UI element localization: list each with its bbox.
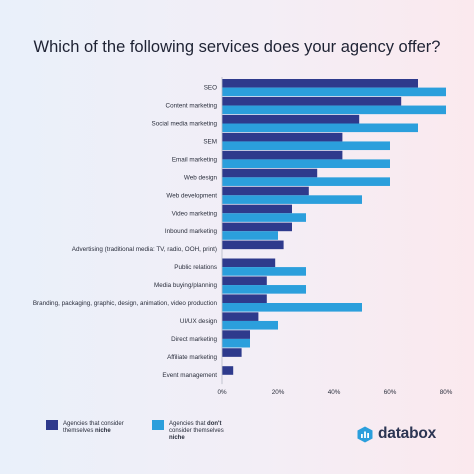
bar-not-niche-direct-marketing bbox=[222, 338, 250, 348]
category-label-direct-marketing: Direct marketing bbox=[171, 336, 217, 343]
bar-not-niche-email-marketing bbox=[222, 159, 390, 168]
bar-not-niche-web-development bbox=[222, 195, 362, 204]
bar-niche-public-relations bbox=[222, 258, 276, 268]
bar-niche-seo bbox=[222, 79, 418, 88]
bar-niche-advertising-traditional-media-tv-radio-ooh-print bbox=[222, 240, 284, 250]
category-label-email-marketing: Email marketing bbox=[172, 156, 218, 163]
bar-niche-web-development bbox=[222, 186, 309, 196]
databox-logo: databox bbox=[357, 425, 436, 443]
legend-item-not-niche: Agencies that don't consider themselves … bbox=[152, 420, 241, 442]
bar-niche-event-management bbox=[222, 366, 234, 375]
bar-niche-sem bbox=[222, 132, 343, 142]
bar-niche-email-marketing bbox=[222, 150, 343, 160]
bar-niche-media-buying-planning bbox=[222, 276, 267, 286]
bar-not-niche-inbound-marketing bbox=[222, 231, 278, 240]
x-tick-label: 20% bbox=[272, 389, 285, 396]
legend-swatch-niche bbox=[46, 420, 58, 430]
bar-not-niche-seo bbox=[222, 87, 446, 97]
bar-niche-ui-ux-design bbox=[222, 312, 259, 321]
bar-niche-affiliate-marketing bbox=[222, 348, 242, 357]
legend-label-not-niche: Agencies that don't consider themselves … bbox=[169, 421, 224, 441]
bar-niche-direct-marketing bbox=[222, 330, 250, 339]
category-label-public-relations: Public relations bbox=[174, 264, 217, 271]
category-label-inbound-marketing: Inbound marketing bbox=[165, 228, 218, 235]
bar-niche-video-marketing bbox=[222, 204, 292, 214]
category-label-advertising-traditional-media-tv-radio-ooh-print: Advertising (traditional media: TV, radi… bbox=[72, 246, 217, 253]
category-label-ui-ux-design: UI/UX design bbox=[180, 318, 218, 325]
category-label-web-development: Web development bbox=[166, 192, 217, 199]
category-label-video-marketing: Video marketing bbox=[172, 210, 218, 217]
bar-not-niche-ui-ux-design bbox=[222, 320, 278, 330]
category-label-media-buying-planning: Media buying/planning bbox=[154, 282, 218, 289]
bar-niche-content-marketing bbox=[222, 96, 402, 106]
bar-not-niche-sem bbox=[222, 141, 390, 151]
category-label-social-media-marketing: Social media marketing bbox=[152, 121, 218, 128]
bar-not-niche-video-marketing bbox=[222, 213, 306, 222]
category-label-affiliate-marketing: Affiliate marketing bbox=[167, 354, 217, 361]
bar-not-niche-media-buying-planning bbox=[222, 285, 306, 294]
category-label-branding-packaging-graphic-design-animation-video-production: Branding, packaging, graphic, design, an… bbox=[33, 300, 218, 307]
bar-not-niche-social-media-marketing bbox=[222, 123, 418, 133]
bar-not-niche-public-relations bbox=[222, 267, 306, 276]
bar-not-niche-branding-packaging-graphic-design-animation-video-production bbox=[222, 303, 362, 312]
bar-niche-inbound-marketing bbox=[222, 222, 292, 232]
legend-swatch-not-niche bbox=[152, 420, 164, 430]
category-label-content-marketing: Content marketing bbox=[166, 103, 218, 110]
x-tick-label: 80% bbox=[440, 389, 453, 396]
databox-logo-icon bbox=[357, 426, 373, 442]
brand-name: databox bbox=[378, 425, 437, 442]
x-tick-label: 0% bbox=[217, 389, 227, 396]
legend-label-niche: Agencies that consider themselves niche bbox=[63, 421, 124, 434]
category-label-event-management: Event management bbox=[162, 372, 217, 379]
legend-item-niche: Agencies that consider themselves niche bbox=[46, 420, 135, 435]
bar-niche-web-design bbox=[222, 168, 318, 178]
bar-niche-social-media-marketing bbox=[222, 114, 360, 124]
category-label-web-design: Web design bbox=[184, 174, 218, 181]
bar-not-niche-web-design bbox=[222, 177, 390, 186]
category-label-sem: SEM bbox=[203, 138, 217, 145]
x-tick-label: 40% bbox=[328, 389, 341, 396]
bar-not-niche-content-marketing bbox=[222, 105, 446, 115]
category-label-seo: SEO bbox=[204, 85, 217, 92]
bar-niche-branding-packaging-graphic-design-animation-video-production bbox=[222, 294, 267, 303]
x-tick-label: 60% bbox=[384, 389, 397, 396]
chart-title: Which of the following services does you… bbox=[33, 38, 441, 56]
